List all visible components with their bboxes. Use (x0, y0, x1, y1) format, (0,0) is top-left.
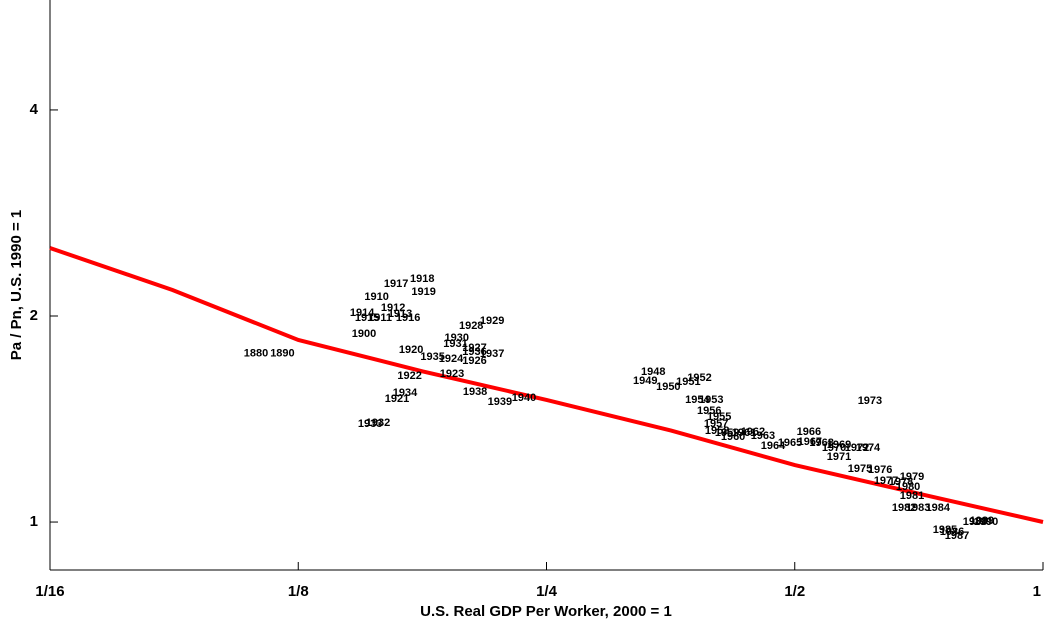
point-label: 1990 (974, 516, 998, 528)
point-label: 1953 (699, 394, 723, 406)
point-label: 1919 (411, 286, 435, 298)
point-label: 1922 (397, 370, 421, 382)
point-label: 1977 (874, 475, 898, 487)
point-label: 1911 (368, 312, 392, 324)
point-label: 1984 (926, 502, 951, 514)
y-tick-label: 4 (30, 101, 39, 118)
point-label: 1955 (707, 411, 731, 423)
point-label: 1900 (352, 328, 376, 340)
x-tick-label: 1/8 (288, 583, 309, 600)
point-label: 1910 (364, 291, 388, 303)
point-label: 1924 (439, 353, 464, 365)
point-label: 1958 (705, 425, 729, 437)
point-label: 1979 (900, 471, 924, 483)
point-label: 1980 (896, 481, 920, 493)
point-label: 1940 (512, 392, 536, 404)
point-label: 1985 (933, 524, 957, 536)
point-label: 1962 (741, 426, 765, 438)
point-label: 1957 (704, 418, 728, 430)
point-label: 1987 (945, 530, 969, 542)
point-label: 1951 (676, 376, 700, 388)
point-label: 1933 (358, 418, 382, 430)
point-label: 1949 (633, 375, 657, 387)
point-label: 1973 (858, 395, 882, 407)
point-label: 1914 (350, 307, 375, 319)
point-label: 1916 (396, 312, 420, 324)
point-label: 1948 (641, 366, 665, 378)
point-label: 1989 (970, 515, 994, 527)
point-label: 1988 (963, 516, 987, 528)
point-label: 1956 (697, 405, 721, 417)
point-label: 1934 (393, 387, 418, 399)
point-label: 1978 (889, 476, 913, 488)
point-label: 1935 (420, 351, 444, 363)
x-tick-label: 1/16 (35, 583, 64, 600)
point-label: 1915 (355, 312, 379, 324)
point-label: 1921 (385, 393, 409, 405)
point-label: 1961 (732, 427, 756, 439)
point-label: 1917 (384, 278, 408, 290)
point-label: 1963 (751, 430, 775, 442)
point-label: 1938 (463, 386, 487, 398)
point-label: 1981 (900, 490, 924, 502)
point-label: 1950 (656, 381, 680, 393)
point-label: 1974 (856, 442, 881, 454)
point-label: 1976 (868, 464, 892, 476)
point-label: 1931 (443, 338, 467, 350)
point-label: 1928 (459, 320, 483, 332)
point-label: 1923 (440, 368, 464, 380)
x-tick-label: 1/2 (784, 583, 805, 600)
point-label: 1969 (827, 439, 851, 451)
point-label: 1937 (480, 348, 504, 360)
point-label: 1880 (244, 348, 268, 360)
point-label: 1972 (845, 442, 869, 454)
point-label: 1952 (687, 372, 711, 384)
point-label: 1912 (381, 302, 405, 314)
x-tick-label: 1 (1033, 583, 1041, 600)
point-label: 1967 (798, 436, 822, 448)
point-label: 1913 (388, 308, 412, 320)
point-label: 1959 (715, 427, 739, 439)
point-label: 1926 (462, 355, 486, 367)
point-label: 1929 (480, 315, 504, 327)
point-label: 1960 (721, 431, 745, 443)
y-axis-label: Pa / Pn, U.S. 1990 = 1 (8, 210, 25, 361)
point-label: 1954 (685, 394, 710, 406)
point-label: 1986 (940, 526, 964, 538)
x-tick-label: 1/4 (536, 583, 558, 600)
point-label: 1932 (366, 417, 390, 429)
x-axis-label: U.S. Real GDP Per Worker, 2000 = 1 (420, 603, 672, 620)
y-tick-label: 2 (30, 307, 38, 324)
point-label: 1939 (488, 396, 512, 408)
point-label: 1968 (809, 437, 833, 449)
point-label: 1975 (848, 463, 872, 475)
point-label: 1965 (778, 437, 802, 449)
point-label: 1971 (827, 451, 851, 463)
point-label: 1927 (462, 342, 486, 354)
point-label: 1983 (906, 502, 930, 514)
point-label: 1890 (270, 348, 294, 360)
fit-line (49, 246, 1044, 524)
point-label: 1930 (445, 332, 469, 344)
point-label: 1964 (761, 440, 786, 452)
point-label: 1982 (892, 502, 916, 514)
point-label: 1970 (822, 442, 846, 454)
point-label: 1966 (797, 426, 821, 438)
point-label: 1936 (462, 346, 486, 358)
point-label: 1918 (410, 273, 434, 285)
y-tick-label: 1 (30, 513, 38, 530)
point-label: 1920 (399, 344, 423, 356)
